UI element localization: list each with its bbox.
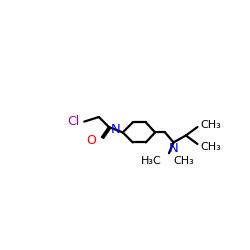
Text: CH₃: CH₃ [174, 156, 194, 166]
Text: Cl: Cl [67, 115, 80, 128]
Text: CH₃: CH₃ [200, 120, 221, 130]
Text: O: O [87, 134, 97, 147]
Text: H₃C: H₃C [141, 156, 162, 166]
Text: CH₃: CH₃ [200, 142, 221, 152]
Text: N: N [111, 123, 120, 136]
Text: N: N [169, 142, 178, 156]
